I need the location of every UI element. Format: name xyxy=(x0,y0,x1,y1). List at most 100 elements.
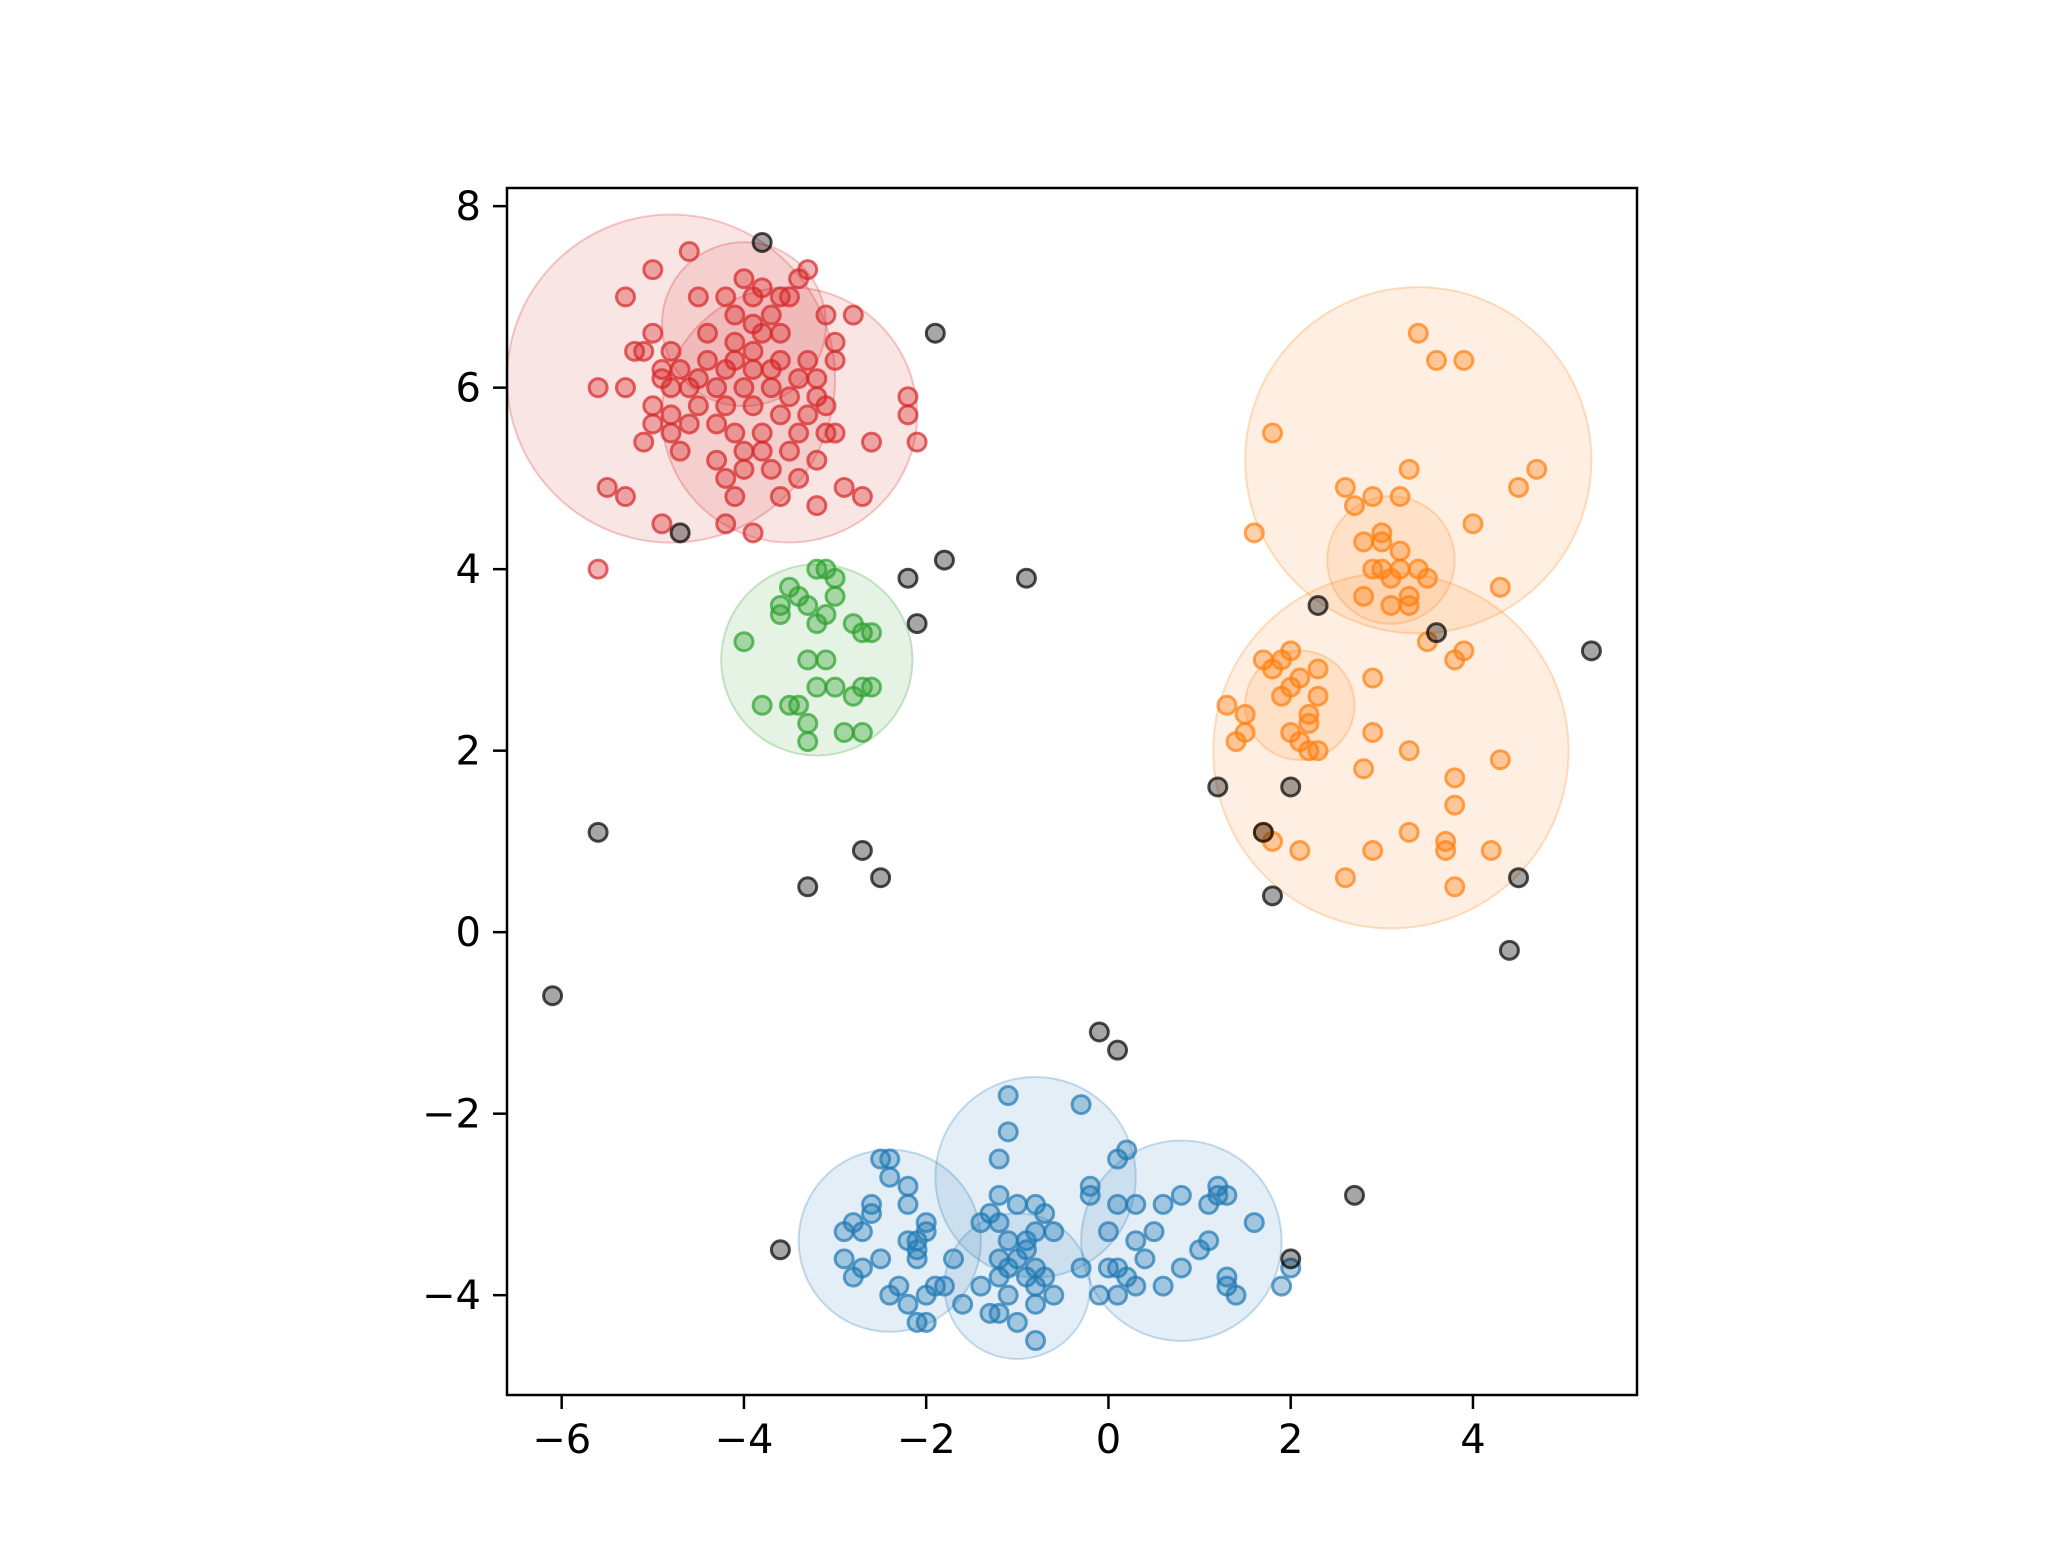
cluster-1-circle-0 xyxy=(1244,286,1593,635)
cluster-3-point-79 xyxy=(715,467,737,489)
axes-frame xyxy=(505,186,1639,1397)
cluster-1-point-9 xyxy=(1344,495,1365,517)
cluster-1-point-22 xyxy=(1353,585,1375,607)
cluster-1-point-59 xyxy=(1289,839,1311,861)
cluster-0-point-64 xyxy=(1070,1094,1092,1116)
cluster-3-point-31 xyxy=(669,359,691,381)
y-tick-label: −4 xyxy=(422,1273,481,1319)
cluster-4-point-25 xyxy=(769,1239,791,1261)
cluster-0-point-51 xyxy=(997,1230,1019,1252)
cluster-3-point-39 xyxy=(660,377,682,399)
cluster-0-point-82 xyxy=(1198,1230,1220,1252)
cluster-1-point-64 xyxy=(1480,839,1502,861)
cluster-3-point-62 xyxy=(633,431,655,453)
cluster-2-point-28 xyxy=(797,731,819,753)
cluster-0-point-77 xyxy=(1143,1221,1165,1243)
y-tick-label: −2 xyxy=(422,1092,481,1138)
cluster-0-point-15 xyxy=(870,1248,892,1270)
cluster-1-point-0 xyxy=(1407,322,1429,344)
cluster-4-point-5 xyxy=(1015,567,1037,589)
cluster-3-point-17 xyxy=(815,304,837,326)
cluster-3-point-83 xyxy=(833,476,855,498)
cluster-3-point-63 xyxy=(660,422,682,444)
cluster-2-point-12 xyxy=(861,622,883,644)
cluster-3-point-9 xyxy=(779,286,800,308)
cluster-0-point-68 xyxy=(1125,1193,1147,1215)
cluster-0-point-94 xyxy=(1107,1284,1129,1306)
cluster-3-point-46 xyxy=(815,395,837,417)
cluster-3-point-28 xyxy=(824,349,846,371)
cluster-3-point-21 xyxy=(633,340,655,362)
cluster-0-point-43 xyxy=(988,1148,1010,1170)
cluster-1-point-16 xyxy=(1389,540,1411,562)
cluster-4-point-9 xyxy=(1580,640,1602,662)
cluster-4-point-17 xyxy=(851,839,873,861)
cluster-0-point-5 xyxy=(861,1202,883,1224)
cluster-1-point-5 xyxy=(1526,458,1548,480)
cluster-4-point-14 xyxy=(1508,867,1530,889)
cluster-4-point-24 xyxy=(1280,1248,1302,1270)
cluster-2-point-5 xyxy=(797,594,819,616)
cluster-1-point-2 xyxy=(1453,349,1475,371)
cluster-0-point-17 xyxy=(842,1266,864,1288)
cluster-0-point-92 xyxy=(1271,1275,1293,1297)
cluster-3-point-75 xyxy=(806,449,828,471)
cluster-2-point-4 xyxy=(779,576,800,598)
cluster-4-point-11 xyxy=(1280,776,1302,798)
x-tick-label: −4 xyxy=(714,1417,773,1463)
cluster-3-point-84 xyxy=(851,486,873,508)
y-tick-label: 2 xyxy=(456,729,481,775)
cluster-3-point-89 xyxy=(806,495,828,517)
cluster-0-point-13 xyxy=(851,1221,873,1243)
cluster-0-point-29 xyxy=(952,1293,974,1315)
cluster-3-point-36 xyxy=(788,368,810,390)
cluster-4-point-16 xyxy=(587,821,609,843)
cluster-1-point-46 xyxy=(1280,676,1302,698)
cluster-3-point-42 xyxy=(733,377,755,399)
cluster-1-point-47 xyxy=(1216,694,1238,716)
cluster-0-point-6 xyxy=(897,1193,919,1215)
cluster-2-point-23 xyxy=(779,694,800,716)
cluster-0-circle-3 xyxy=(1080,1139,1283,1342)
cluster-3-point-76 xyxy=(733,458,755,480)
cluster-2-point-1 xyxy=(806,558,828,580)
cluster-1-point-52 xyxy=(1398,740,1420,762)
cluster-1-point-3 xyxy=(1261,422,1283,444)
cluster-1-point-15 xyxy=(1371,522,1393,544)
cluster-0-point-61 xyxy=(1070,1257,1092,1279)
cluster-3-point-86 xyxy=(651,513,673,535)
cluster-4-point-18 xyxy=(870,867,892,889)
cluster-3-point-5 xyxy=(715,286,737,308)
cluster-2-point-17 xyxy=(824,676,846,698)
cluster-3-point-90 xyxy=(587,558,609,580)
cluster-1-point-66 xyxy=(1444,876,1466,898)
cluster-0-point-1 xyxy=(879,1148,901,1170)
cluster-3-point-51 xyxy=(687,395,709,417)
cluster-1-point-55 xyxy=(1353,758,1375,780)
cluster-3-point-49 xyxy=(642,395,664,417)
cluster-1-point-18 xyxy=(1362,558,1384,580)
cluster-0-point-44 xyxy=(988,1184,1010,1206)
x-tick-label: −6 xyxy=(532,1417,591,1463)
cluster-0-point-28 xyxy=(943,1248,965,1270)
y-tick-label: 8 xyxy=(456,184,481,230)
cluster-0-point-59 xyxy=(997,1257,1019,1279)
x-tick-label: 0 xyxy=(1096,1417,1121,1463)
cluster-2-point-27 xyxy=(851,722,873,744)
cluster-2-point-19 xyxy=(861,676,883,698)
cluster-3-point-55 xyxy=(797,404,819,426)
cluster-2-point-14 xyxy=(733,631,755,653)
y-tick-label: 0 xyxy=(456,910,481,956)
cluster-3-point-4 xyxy=(687,286,709,308)
cluster-0-point-12 xyxy=(833,1221,855,1243)
cluster-4-point-19 xyxy=(797,876,819,898)
cluster-1-point-43 xyxy=(1307,740,1329,762)
cluster-0-point-67 xyxy=(1107,1193,1129,1215)
cluster-1-point-31 xyxy=(1307,658,1329,680)
cluster-3-point-33 xyxy=(715,359,737,381)
cluster-0-point-90 xyxy=(1243,1212,1265,1234)
cluster-0-point-37 xyxy=(1025,1293,1047,1315)
cluster-3-point-91 xyxy=(842,304,864,326)
cluster-3-point-72 xyxy=(733,440,755,462)
